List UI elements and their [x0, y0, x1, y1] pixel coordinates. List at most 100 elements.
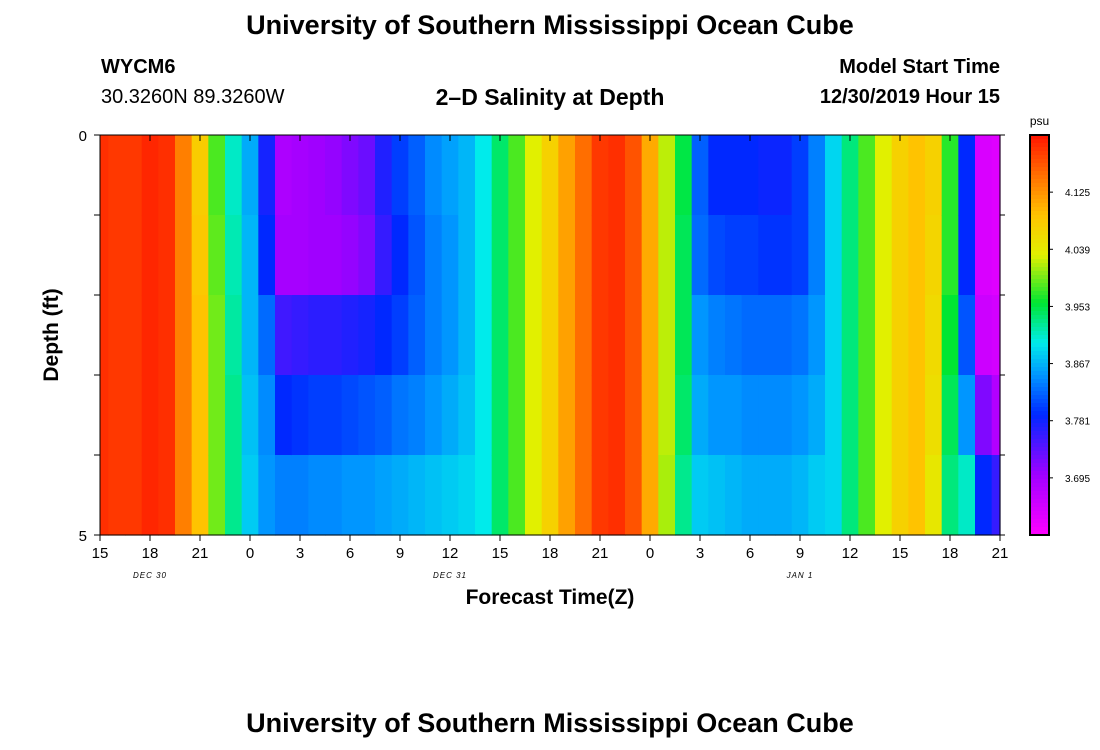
colorbar-swatch	[1030, 499, 1049, 504]
heatmap-cell	[991, 375, 1001, 456]
heatmap-cell	[875, 295, 893, 376]
heatmap-cell	[258, 295, 276, 376]
heatmap-cell	[575, 135, 593, 216]
heatmap-cell	[241, 455, 259, 536]
heatmap-cell	[375, 135, 393, 216]
heatmap-cell	[108, 215, 126, 296]
heatmap-cell	[391, 215, 409, 296]
heatmap-cell	[175, 135, 193, 216]
heatmap-cell	[291, 215, 309, 296]
heatmap-cell	[825, 455, 843, 536]
colorbar-tick-label: 3.867	[1065, 360, 1090, 371]
page-title-bottom: University of Southern Mississippi Ocean…	[246, 708, 854, 738]
heatmap-cell	[100, 295, 109, 376]
heatmap-cell	[100, 455, 109, 536]
heatmap-cell	[391, 135, 409, 216]
page-title-top: University of Southern Mississippi Ocean…	[246, 10, 854, 40]
heatmap-cell	[891, 295, 909, 376]
date-label: DEC 31	[433, 571, 467, 580]
heatmap-cell	[458, 375, 476, 456]
heatmap-cell	[525, 135, 543, 216]
heatmap-cell	[875, 215, 893, 296]
date-label: JAN 1	[786, 571, 814, 580]
heatmap-cell	[408, 295, 426, 376]
heatmap-cells	[100, 135, 1001, 536]
colorbar-swatch	[1030, 215, 1049, 220]
x-tick-label: 6	[346, 545, 354, 562]
heatmap-cell	[641, 455, 659, 536]
heatmap-cell	[691, 375, 709, 456]
heatmap-cell	[958, 295, 976, 376]
heatmap-cell	[958, 135, 976, 216]
heatmap-cell	[608, 215, 626, 296]
colorbar-swatch	[1030, 531, 1049, 536]
heatmap-cell	[341, 135, 359, 216]
heatmap-cell	[591, 455, 609, 536]
heatmap-cell	[341, 295, 359, 376]
colorbar-swatch	[1030, 143, 1049, 148]
colorbar-tick-label: 3.695	[1065, 474, 1090, 485]
heatmap-cell	[408, 215, 426, 296]
heatmap-cell	[975, 375, 993, 456]
colorbar-swatch	[1030, 163, 1049, 168]
heatmap-cell	[441, 295, 459, 376]
heatmap-cell	[491, 375, 509, 456]
heatmap-cell	[475, 375, 493, 456]
colorbar-swatch	[1030, 287, 1049, 292]
colorbar-swatch	[1030, 359, 1049, 364]
heatmap-cell	[358, 375, 376, 456]
heatmap-cell	[991, 455, 1001, 536]
heatmap-cell	[241, 295, 259, 376]
heatmap-cell	[625, 375, 643, 456]
heatmap-cell	[758, 135, 776, 216]
heatmap-cell	[575, 295, 593, 376]
heatmap-cell	[775, 215, 793, 296]
colorbar-swatch	[1030, 139, 1049, 144]
heatmap-cell	[158, 135, 176, 216]
colorbar-swatch	[1030, 175, 1049, 180]
colorbar-swatch	[1030, 335, 1049, 340]
colorbar-swatch	[1030, 191, 1049, 196]
colorbar-swatch	[1030, 395, 1049, 400]
colorbar-swatch	[1030, 507, 1049, 512]
heatmap-cell	[591, 135, 609, 216]
colorbar-swatch	[1030, 231, 1049, 236]
colorbar: psu 4.125 4.039 3.953 3.867 3.781 3.695	[1029, 114, 1090, 536]
heatmap-cell	[425, 215, 443, 296]
heatmap-cell	[625, 135, 643, 216]
heatmap-cell	[658, 295, 676, 376]
heatmap-cell	[225, 455, 243, 536]
x-tick-label: 15	[892, 545, 909, 562]
heatmap-cell	[441, 135, 459, 216]
heatmap-cell	[791, 215, 809, 296]
heatmap-cell	[641, 215, 659, 296]
heatmap-cell	[891, 375, 909, 456]
heatmap-cell	[375, 295, 393, 376]
x-tick-label: 15	[92, 545, 109, 562]
heatmap-cell	[508, 135, 526, 216]
heatmap-cell	[958, 455, 976, 536]
heatmap-cell	[925, 375, 943, 456]
heatmap-cell	[591, 375, 609, 456]
heatmap-cell	[291, 295, 309, 376]
colorbar-swatch	[1030, 415, 1049, 420]
colorbar-swatch	[1030, 291, 1049, 296]
colorbar-swatch	[1030, 451, 1049, 456]
colorbar-swatch	[1030, 235, 1049, 240]
heatmap-cell	[458, 455, 476, 536]
heatmap-cell	[425, 455, 443, 536]
heatmap-cell	[125, 215, 143, 296]
heatmap-cell	[108, 455, 126, 536]
heatmap-cell	[458, 295, 476, 376]
heatmap-cell	[141, 375, 159, 456]
colorbar-swatch	[1030, 219, 1049, 224]
heatmap-cell	[391, 295, 409, 376]
heatmap-cell	[441, 215, 459, 296]
colorbar-unit: psu	[1030, 114, 1049, 128]
colorbar-swatch	[1030, 315, 1049, 320]
heatmap-cell	[558, 375, 576, 456]
heatmap-cell	[825, 135, 843, 216]
heatmap-cell	[408, 455, 426, 536]
heatmap-cell	[675, 295, 693, 376]
heatmap-cell	[425, 135, 443, 216]
